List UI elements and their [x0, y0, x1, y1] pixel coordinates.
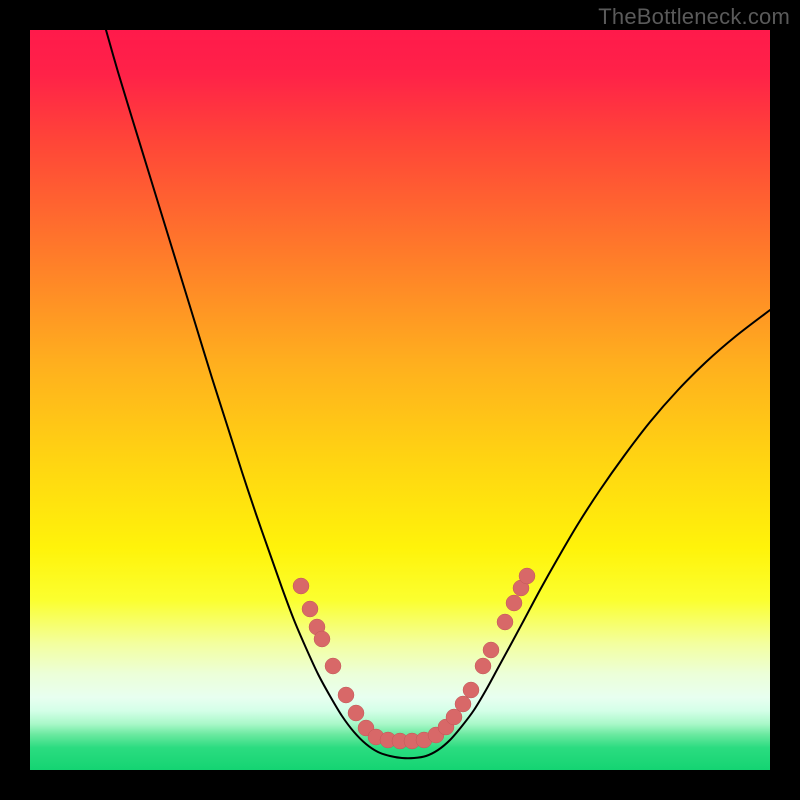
curve-marker	[475, 658, 491, 674]
curve-marker	[483, 642, 499, 658]
chart-frame: TheBottleneck.com	[0, 0, 800, 800]
watermark-text: TheBottleneck.com	[598, 4, 790, 30]
plot-svg	[30, 30, 770, 770]
plot-area	[30, 30, 770, 770]
curve-marker	[293, 578, 309, 594]
curve-marker	[497, 614, 513, 630]
curve-marker	[506, 595, 522, 611]
curve-marker	[314, 631, 330, 647]
curve-marker	[348, 705, 364, 721]
curve-marker	[302, 601, 318, 617]
curve-marker	[519, 568, 535, 584]
curve-marker	[463, 682, 479, 698]
curve-marker	[455, 696, 471, 712]
curve-marker	[338, 687, 354, 703]
gradient-background	[30, 30, 770, 770]
curve-marker	[325, 658, 341, 674]
